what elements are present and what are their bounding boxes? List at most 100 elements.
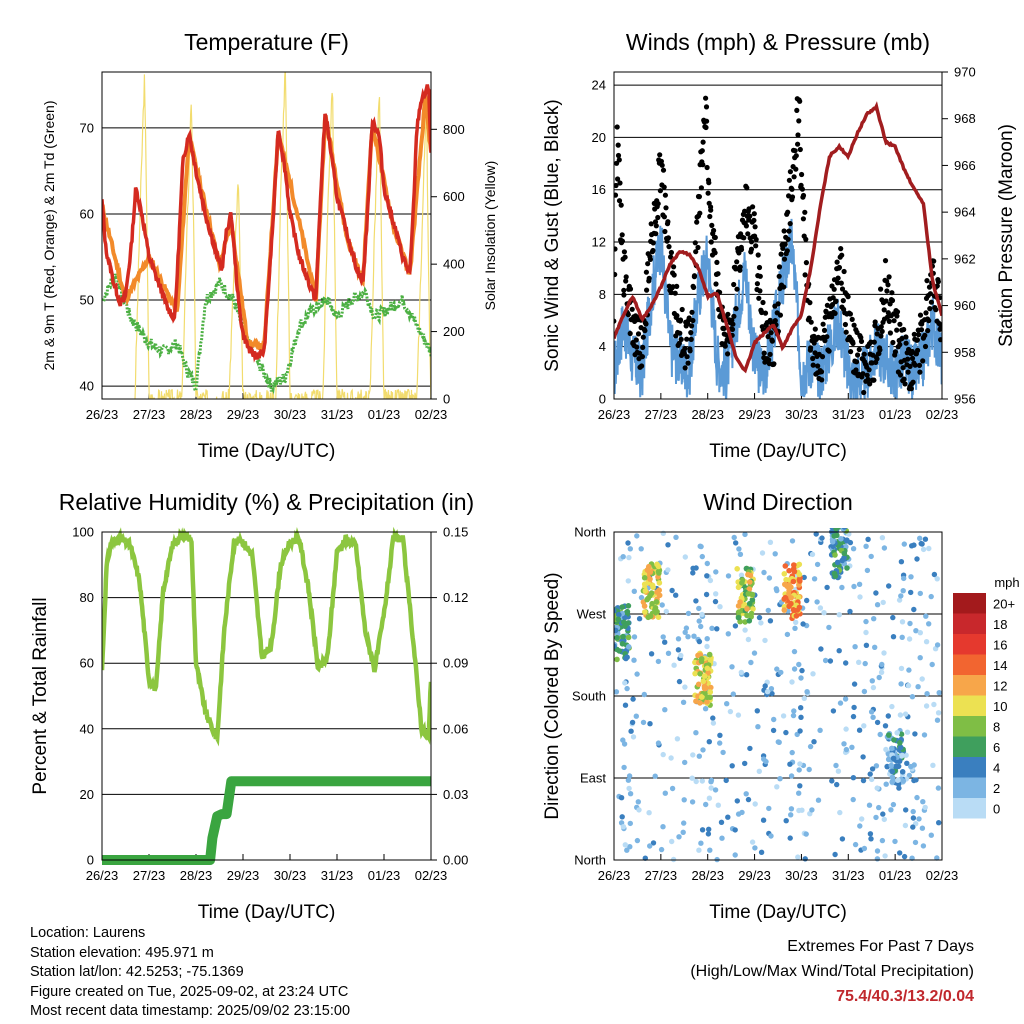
direction-point <box>786 582 792 588</box>
gust-point <box>751 217 757 223</box>
direction-point <box>817 727 823 733</box>
gust-point <box>706 180 712 186</box>
gust-point <box>691 273 698 279</box>
direction-point <box>730 691 736 697</box>
y-tick-label: North <box>574 525 606 540</box>
direction-point <box>861 688 868 695</box>
direction-point <box>656 580 663 586</box>
direction-point <box>789 679 795 685</box>
gust-point <box>864 372 870 378</box>
direction-point <box>698 694 705 700</box>
direction-point <box>799 667 805 674</box>
direction-point <box>856 659 862 665</box>
x-tick-label: 28/23 <box>180 407 213 422</box>
gust-point <box>682 345 688 352</box>
legend-swatch <box>953 777 986 798</box>
direction-point <box>629 719 636 726</box>
direction-point <box>630 696 636 702</box>
direction-point <box>916 816 922 822</box>
direction-point <box>735 609 742 616</box>
direction-point <box>879 661 885 668</box>
gust-point <box>793 153 799 159</box>
direction-point <box>706 826 712 832</box>
direction-point <box>702 706 709 712</box>
gust-point <box>655 201 661 207</box>
right-tick-label: 200 <box>443 324 465 339</box>
direction-point <box>619 814 625 820</box>
direction-point <box>690 752 696 758</box>
wind-direction-panel: Wind DirectionNorthEastSouthWestNorth26/… <box>542 489 1020 923</box>
direction-point <box>625 540 631 546</box>
direction-point <box>619 641 626 647</box>
right-tick-label: 960 <box>954 298 976 313</box>
right-tick-label: 956 <box>954 392 976 407</box>
direction-point <box>856 727 863 733</box>
gust-point <box>815 363 821 369</box>
gust-point <box>633 337 639 343</box>
direction-point <box>655 740 662 746</box>
direction-point <box>851 704 857 711</box>
gust-point <box>668 249 675 256</box>
direction-point <box>921 732 928 738</box>
gust-point <box>835 275 841 281</box>
direction-point <box>924 691 930 697</box>
direction-point <box>645 614 651 621</box>
direction-point <box>838 536 844 542</box>
direction-point <box>641 581 648 587</box>
direction-point <box>892 838 898 845</box>
direction-point <box>796 790 802 796</box>
legend-swatch <box>953 634 986 655</box>
direction-point <box>850 796 856 803</box>
right-tick-label: 800 <box>443 122 465 137</box>
direction-point <box>912 731 918 737</box>
direction-point <box>870 684 877 691</box>
direction-point <box>802 856 808 862</box>
gust-point <box>621 292 627 298</box>
direction-point <box>680 699 687 705</box>
direction-point <box>766 805 772 812</box>
gust-point <box>912 362 918 368</box>
direction-point <box>768 686 775 692</box>
plot-frame <box>613 71 943 400</box>
direction-point <box>920 799 926 805</box>
gust-point <box>923 310 929 316</box>
x-axis-label: Time (Day/UTC) <box>709 441 847 462</box>
direction-point <box>833 528 839 532</box>
gust-point <box>871 377 877 383</box>
direction-point <box>626 785 632 792</box>
direction-point <box>851 681 858 687</box>
direction-point <box>699 778 705 784</box>
direction-point <box>638 546 644 552</box>
direction-point <box>634 671 640 677</box>
direction-point <box>857 823 863 829</box>
direction-point <box>920 546 927 553</box>
x-axis-label: Time (Day/UTC) <box>198 902 336 923</box>
direction-point <box>856 581 863 587</box>
direction-point <box>844 565 850 571</box>
gust-point <box>776 264 783 270</box>
direction-point <box>758 620 764 626</box>
direction-point <box>635 799 641 805</box>
direction-point <box>631 588 637 594</box>
gust-point <box>704 164 710 171</box>
gust-point <box>708 239 714 245</box>
direction-point <box>907 620 913 627</box>
gust-point <box>657 152 663 158</box>
plot-frame <box>613 531 943 861</box>
direction-point <box>748 659 754 666</box>
direction-point <box>844 528 848 529</box>
direction-point <box>619 604 626 610</box>
direction-point <box>824 584 830 591</box>
gust-point <box>784 248 790 254</box>
direction-point <box>829 539 836 545</box>
right-tick-label: 968 <box>954 111 976 126</box>
direction-point <box>622 680 628 686</box>
direction-point <box>622 702 629 708</box>
direction-point <box>873 814 879 821</box>
direction-point <box>898 593 904 599</box>
direction-point <box>720 749 726 756</box>
gust-point <box>616 198 623 204</box>
direction-point <box>786 590 792 597</box>
direction-point <box>830 708 837 714</box>
direction-point <box>655 563 662 570</box>
